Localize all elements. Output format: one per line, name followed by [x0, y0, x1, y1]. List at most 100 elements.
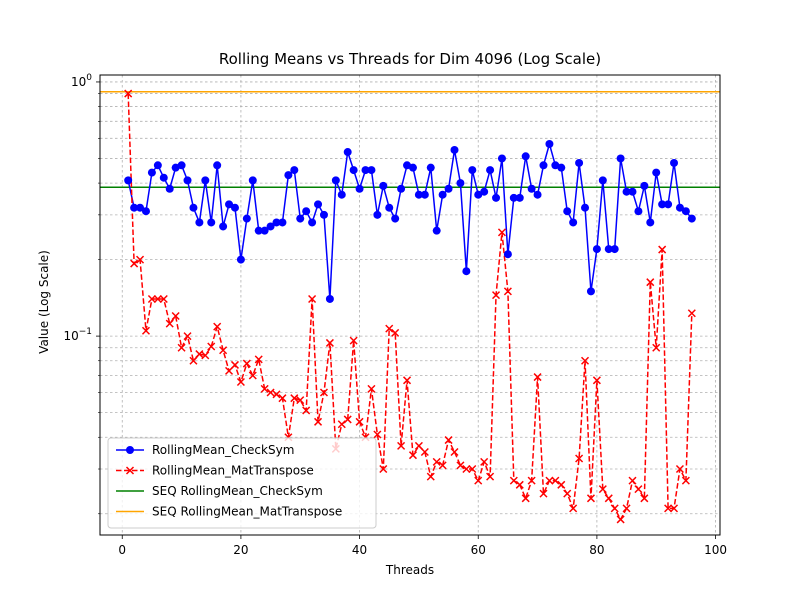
data-point: [539, 161, 548, 170]
data-point-stroke: [456, 461, 465, 470]
data-point: [337, 420, 346, 429]
data-point: [124, 89, 133, 98]
data-point-stroke: [664, 504, 673, 513]
data-point-stroke: [586, 494, 595, 503]
data-point: [480, 187, 489, 196]
data-point: [183, 176, 192, 185]
data-point: [563, 207, 572, 216]
data-point: [480, 457, 489, 466]
reference-lines: [100, 91, 720, 189]
data-point-stroke: [474, 476, 483, 485]
data-point: [450, 447, 459, 457]
data-point: [569, 218, 578, 227]
data-point: [509, 476, 518, 485]
legend: RollingMean_CheckSym RollingMean_MatTrans…: [107, 437, 377, 529]
data-point-stroke: [687, 309, 696, 318]
data-point: [557, 480, 566, 489]
data-point-stroke: [391, 328, 400, 337]
data-point: [136, 203, 145, 212]
x-tick-label: 0: [118, 543, 126, 557]
data-point: [634, 485, 643, 494]
data-point: [563, 489, 572, 498]
data-point: [634, 207, 643, 216]
data-point: [189, 203, 198, 212]
data-point: [474, 190, 483, 199]
data-point: [141, 207, 150, 216]
data-point: [314, 200, 323, 209]
data-point-stroke: [622, 504, 631, 513]
data-point-stroke: [296, 396, 305, 405]
data-point: [610, 504, 619, 513]
data-point: [527, 476, 536, 485]
data-point: [183, 332, 192, 341]
data-point: [141, 326, 151, 335]
data-point: [539, 489, 548, 498]
data-point: [343, 148, 352, 157]
data-point: [177, 161, 186, 170]
data-point: [486, 472, 495, 481]
data-point: [254, 355, 263, 364]
data-point-stroke: [213, 322, 222, 331]
data-point-stroke: [444, 436, 453, 445]
data-point-stroke: [248, 371, 257, 380]
data-point: [308, 294, 317, 304]
data-point: [130, 259, 139, 268]
data-point-stroke: [159, 294, 168, 304]
data-point-stroke: [325, 338, 334, 347]
data-point: [278, 218, 287, 227]
data-point: [319, 388, 329, 397]
data-point: [408, 163, 417, 172]
data-point-stroke: [302, 406, 311, 415]
data-point: [586, 287, 595, 296]
chart-title: Rolling Means vs Threads for Dim 4096 (L…: [219, 50, 601, 68]
data-point-stroke: [189, 356, 198, 365]
data-point: [521, 152, 530, 161]
data-point: [195, 350, 204, 359]
x-tick-label: 60: [471, 543, 486, 557]
data-point-stroke: [527, 476, 536, 485]
data-point-stroke: [272, 390, 281, 399]
legend-label: RollingMean_MatTranspose: [152, 464, 314, 478]
data-point: [272, 218, 281, 227]
data-point: [213, 322, 222, 331]
data-point: [290, 166, 299, 175]
x-tick-label: 40: [352, 543, 367, 557]
data-point: [646, 218, 655, 227]
data-point: [213, 161, 222, 170]
data-point-stroke: [414, 441, 423, 450]
y-axis-ticks: 10−1 100: [63, 73, 100, 515]
data-point: [515, 480, 524, 489]
data-point: [260, 226, 269, 235]
data-point-stroke: [486, 472, 495, 481]
data-point-stroke: [480, 457, 489, 466]
data-point: [474, 476, 483, 485]
data-point: [414, 190, 423, 199]
data-point: [575, 158, 584, 167]
data-point: [432, 457, 441, 466]
data-point-stroke: [130, 259, 139, 268]
series-line: [127, 93, 693, 521]
data-point: [230, 360, 240, 369]
data-point: [598, 485, 607, 494]
data-point-stroke: [491, 291, 501, 300]
data-point: [670, 158, 679, 167]
data-point: [385, 324, 394, 333]
data-point: [426, 163, 435, 172]
data-point: [408, 451, 417, 460]
data-point-stroke: [225, 366, 234, 375]
y-tick-label: 10−1: [63, 327, 92, 343]
data-point-stroke: [385, 324, 394, 333]
data-point: [260, 384, 269, 393]
data-point: [379, 464, 388, 474]
data-point-stroke: [545, 476, 554, 485]
data-point: [658, 245, 667, 254]
data-point: [397, 184, 406, 193]
data-point: [361, 166, 370, 175]
data-point-stroke: [278, 394, 287, 403]
data-point: [236, 255, 245, 264]
data-point: [254, 226, 263, 235]
data-point: [622, 187, 631, 196]
data-point: [675, 203, 684, 212]
data-point: [468, 464, 477, 474]
data-point: [308, 218, 317, 227]
